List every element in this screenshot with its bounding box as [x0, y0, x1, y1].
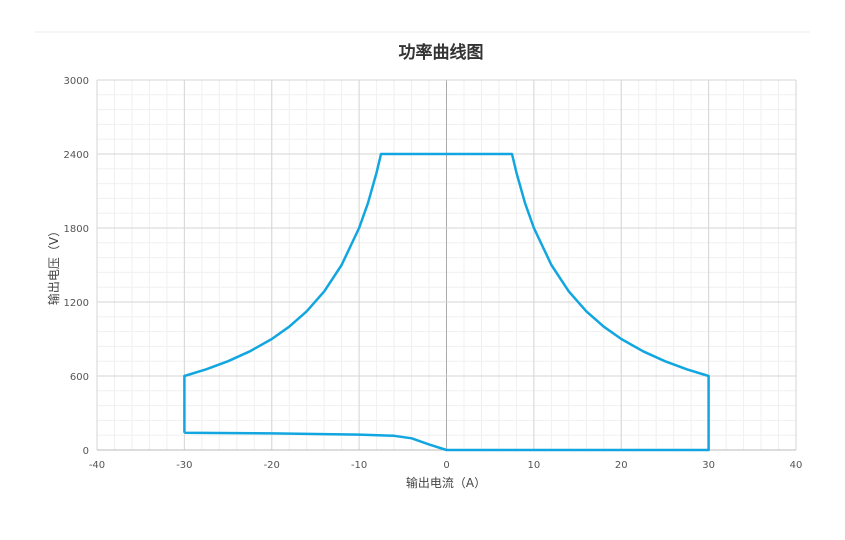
y-tick-label: 0	[83, 446, 89, 457]
power-curve-line	[183, 152, 710, 452]
y-axis-label: 输出电压（V）	[46, 225, 61, 305]
y-tick-label: 600	[70, 372, 89, 383]
tick-labels: -40 -30 -20 -10 0 10 20 30 40 0 600 1200 1800 2400 300…	[64, 76, 803, 471]
chart-title: 功率曲线图	[399, 42, 484, 63]
x-tick-label: 10	[528, 460, 541, 471]
x-tick-label: 40	[790, 460, 803, 471]
x-tick-label: 30	[702, 460, 715, 471]
y-tick-label: 3000	[64, 76, 89, 87]
x-tick-label: 0	[443, 460, 449, 471]
x-axis-label: 输出电流（A）	[406, 475, 486, 490]
y-tick-label: 1200	[64, 298, 89, 309]
x-tick-label: -20	[264, 460, 280, 471]
y-tick-label: 2400	[64, 150, 89, 161]
x-tick-label: 20	[615, 460, 628, 471]
y-tick-label: 1800	[64, 224, 89, 235]
x-tick-label: -30	[176, 460, 192, 471]
x-tick-label: -40	[89, 460, 105, 471]
series-line	[183, 152, 710, 452]
x-tick-label: -10	[351, 460, 367, 471]
grid	[96, 79, 797, 451]
